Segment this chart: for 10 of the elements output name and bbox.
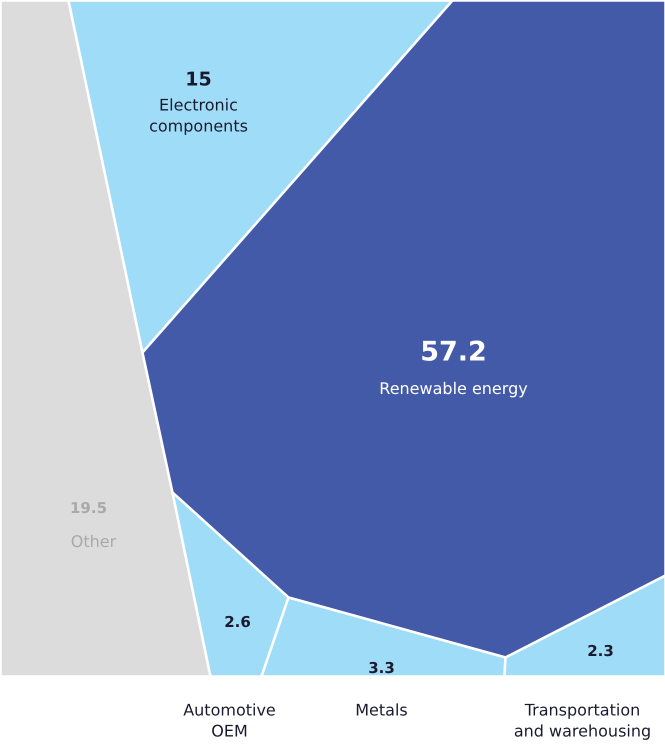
- data-label: 3.3: [368, 659, 395, 677]
- data-label: 2.6: [224, 613, 251, 631]
- data-label: 57.2: [420, 336, 487, 368]
- data-label: 15: [185, 68, 212, 90]
- data-label: 2.3: [587, 642, 614, 660]
- category-label: Automotive OEM: [183, 700, 276, 740]
- category-label: Renewable energy: [379, 379, 528, 398]
- category-label: Metals: [355, 700, 408, 720]
- category-label: Transportation and warehousing: [514, 700, 652, 740]
- category-label: Electronic components: [149, 96, 248, 136]
